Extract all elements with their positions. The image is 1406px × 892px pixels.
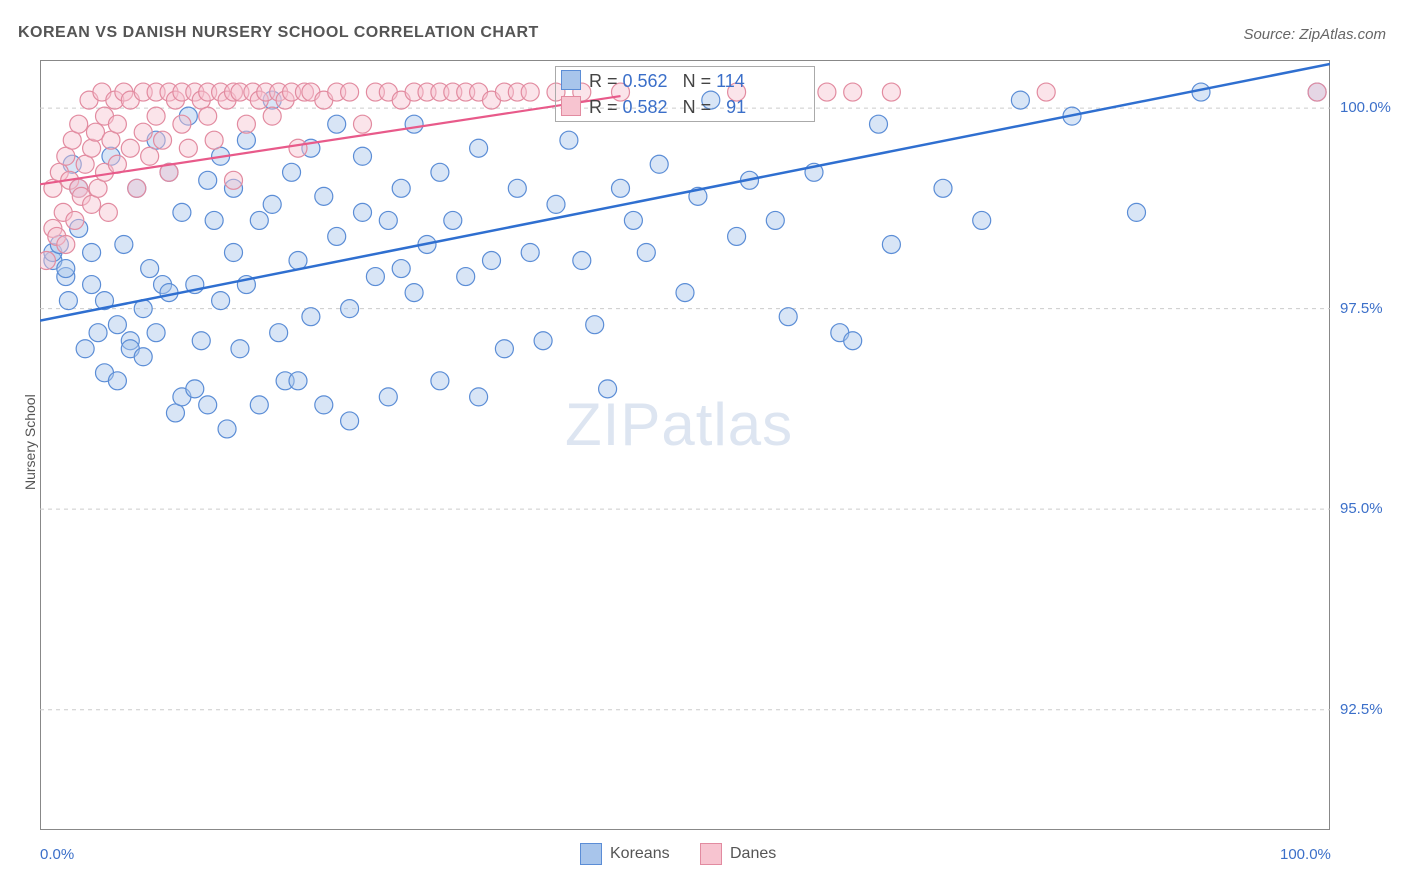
chart-title: KOREAN VS DANISH NURSERY SCHOOL CORRELAT… — [18, 24, 539, 42]
legend-label: Danes — [730, 845, 776, 863]
y-tick-label: 92.5% — [1340, 701, 1383, 718]
stats-swatch-koreans — [561, 70, 581, 90]
source-label: Source: ZipAtlas.com — [1243, 26, 1386, 43]
y-tick-label: 100.0% — [1340, 99, 1391, 116]
x-tick-label: 100.0% — [1280, 846, 1331, 863]
y-tick-label: 95.0% — [1340, 500, 1383, 517]
legend-swatch-koreans — [580, 843, 602, 865]
legend-swatch-danes — [700, 843, 722, 865]
y-axis-label: Nursery School — [22, 394, 38, 490]
y-tick-label: 97.5% — [1340, 300, 1383, 317]
legend-label: Koreans — [610, 845, 670, 863]
stats-row: R = 0.562 N = 114 — [589, 71, 745, 92]
x-tick-label: 0.0% — [40, 846, 74, 863]
scatter-plot — [40, 60, 1330, 830]
chart-container: { "title": "KOREAN VS DANISH NURSERY SCH… — [0, 0, 1406, 892]
stats-row: R = 0.582 N = 91 — [589, 97, 746, 118]
stats-swatch-danes — [561, 96, 581, 116]
